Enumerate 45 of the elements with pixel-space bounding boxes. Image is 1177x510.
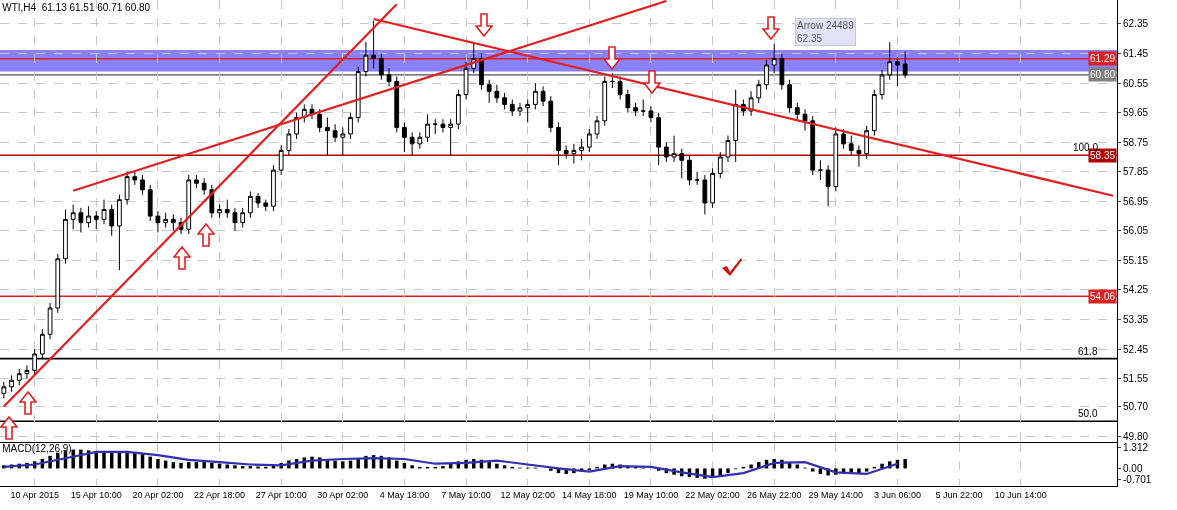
x-tick-label: 14 May 18:00	[562, 489, 617, 500]
y-tick-label: 50.70	[1123, 401, 1149, 413]
y-tick-label: 59.65	[1123, 107, 1149, 119]
y-tick-label: 56.05	[1123, 225, 1149, 237]
x-tick-label: 12 May 02:00	[500, 489, 555, 500]
x-tick-label: 7 May 10:00	[441, 489, 491, 500]
y-tick-label: 62.35	[1123, 18, 1149, 30]
y-tick-label: 52.45	[1123, 343, 1149, 355]
x-tick-label: 15 Apr 10:00	[70, 489, 122, 500]
y-tick-label: -0.701	[1123, 473, 1152, 485]
y-tick-label: 58.75	[1123, 136, 1149, 148]
y-tick-label: 60.55	[1123, 77, 1149, 89]
annotation: Arrow 24489 62.35	[797, 20, 855, 44]
x-tick-label: 20 Apr 02:00	[132, 489, 184, 500]
x-tick-label: 19 May 10:00	[623, 489, 679, 500]
y-tick-label: 56.95	[1123, 195, 1149, 207]
annotation: 50.0	[1078, 408, 1098, 419]
y-tick-label: 54.25	[1123, 284, 1149, 296]
annotation: 61.8	[1078, 346, 1098, 357]
y-tick-label: 49.80	[1123, 430, 1149, 442]
x-tick-label: 22 Apr 18:00	[194, 489, 246, 500]
x-tick-label: 10 Jun 14:00	[994, 489, 1047, 500]
x-tick-label: 29 May 14:00	[808, 489, 864, 500]
y-tick-label: 51.55	[1123, 373, 1149, 385]
ref-line-label: 61.29	[1090, 53, 1116, 64]
x-tick-label: 30 Apr 02:00	[317, 489, 369, 500]
x-tick-label: 5 Jun 22:00	[935, 489, 983, 500]
chart-title: MACD(12,26,9)	[2, 443, 72, 455]
y-tick-label: 57.85	[1123, 166, 1149, 178]
chart-title: WTI,H4 61.13 61.51 60.71 60.80	[2, 1, 151, 13]
x-tick-label: 4 May 18:00	[379, 489, 430, 500]
ref-line-label: 54.06	[1090, 291, 1116, 302]
x-tick-label: 3 Jun 06:00	[873, 489, 921, 500]
x-tick-label: 26 May 22:00	[746, 489, 802, 500]
ref-line-label: 60.80	[1090, 69, 1116, 80]
ref-line-label: 58.35	[1090, 150, 1116, 161]
x-tick-label: 27 Apr 10:00	[255, 489, 307, 500]
x-tick-label: 10 Apr 2015	[10, 489, 59, 500]
y-tick-label: 0.00	[1123, 462, 1143, 474]
y-tick-label: 55.15	[1123, 254, 1149, 266]
y-tick-label: 1.312	[1123, 442, 1149, 454]
y-tick-label: 61.45	[1123, 48, 1149, 60]
annotation: 100.0	[1073, 142, 1099, 153]
x-tick-label: 22 May 02:00	[685, 489, 740, 500]
y-tick-label: 53.35	[1123, 314, 1149, 326]
